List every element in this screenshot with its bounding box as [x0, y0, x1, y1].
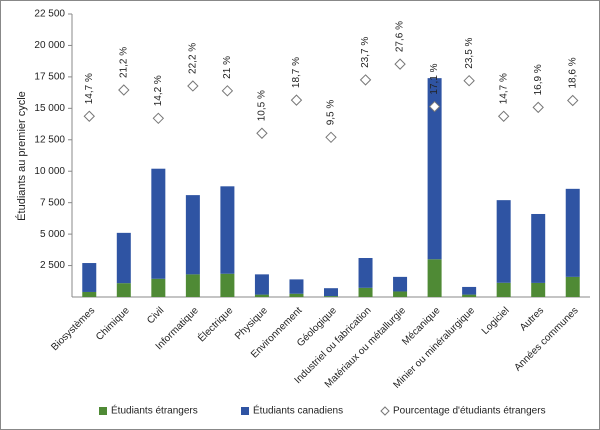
- y-tick-label: 7 500: [40, 197, 65, 208]
- percent-marker: [567, 94, 579, 107]
- bar-segment: [220, 186, 235, 274]
- y-tick-label: 5 000: [40, 229, 65, 240]
- percent-label: 10,5 %: [257, 90, 268, 121]
- legend-swatch: [99, 407, 107, 415]
- percent-label: 14,2 %: [153, 75, 164, 106]
- bar-segment: [324, 296, 338, 297]
- percent-marker: [221, 85, 234, 97]
- y-tick-label: 10 000: [34, 166, 65, 177]
- percent-marker: [256, 127, 268, 139]
- legend-label: Étudiants canadiens: [253, 404, 343, 417]
- bar-segment: [82, 291, 97, 297]
- y-tick-label: 22 500: [34, 9, 65, 20]
- y-tick-label: 15 000: [34, 103, 65, 114]
- percent-label: 18,7 %: [291, 57, 302, 88]
- bar-segment: [393, 291, 408, 297]
- bar-segment: [358, 287, 373, 297]
- percent-label: 17,1 %: [429, 63, 440, 94]
- bar-segment: [289, 293, 304, 297]
- bar-segment: [462, 286, 477, 295]
- bar-segment: [565, 188, 580, 277]
- percent-marker: [325, 131, 337, 144]
- percent-marker: [187, 80, 199, 92]
- bar-segment: [496, 282, 511, 297]
- percent-marker: [83, 110, 95, 122]
- y-tick-label: 17 500: [34, 72, 65, 83]
- percent-label: 14,7 %: [84, 73, 95, 104]
- percent-label: 21,2 %: [118, 47, 129, 78]
- bar-segment: [116, 283, 131, 297]
- bar-segment: [289, 279, 304, 294]
- legend-label: Étudiants étrangers: [111, 404, 198, 417]
- bar-segment: [324, 288, 338, 297]
- percent-marker: [463, 74, 475, 87]
- percent-label: 9,5 %: [326, 100, 337, 126]
- percent-label: 27,6 %: [395, 21, 406, 52]
- percent-marker: [152, 112, 165, 125]
- bar-segment: [496, 200, 511, 283]
- percent-marker: [532, 101, 544, 114]
- percent-label: 23,7 %: [360, 37, 371, 68]
- bar-segment: [393, 276, 408, 292]
- bar-segment: [254, 274, 269, 295]
- percent-label: 16,9 %: [533, 64, 544, 95]
- percent-label: 23,5 %: [464, 37, 475, 68]
- y-tick-label: 12 500: [34, 134, 65, 145]
- y-tick-label: 2 500: [40, 260, 65, 271]
- bar-segment: [151, 168, 166, 279]
- percent-marker: [118, 84, 130, 96]
- legend-swatch: [241, 407, 249, 415]
- bar-segment: [531, 282, 546, 297]
- legend-label: Pourcentage d'étudiants étrangers: [393, 406, 546, 417]
- percent-marker: [290, 94, 303, 106]
- bar-segment: [254, 294, 269, 297]
- bar-segment: [220, 273, 235, 297]
- legend-marker: [380, 406, 390, 416]
- y-tick-label: 20 000: [34, 40, 65, 51]
- y-axis-title: Étudiants au premier cycle: [15, 91, 28, 221]
- bar-segment: [427, 78, 442, 260]
- percent-marker: [428, 100, 441, 113]
- bar-segment: [565, 276, 580, 297]
- bar-segment: [427, 259, 442, 297]
- percent-label: 18,6 %: [567, 57, 578, 88]
- percent-marker: [359, 74, 372, 86]
- percent-label: 22,2 %: [188, 43, 199, 74]
- bar-segment: [531, 213, 546, 283]
- bar-segment: [185, 274, 200, 297]
- bar-segment: [185, 195, 200, 275]
- percent-marker: [394, 58, 406, 70]
- percent-marker: [497, 110, 510, 122]
- bar-segment: [358, 258, 373, 288]
- bar-segment: [462, 294, 477, 297]
- bar-segment: [116, 232, 131, 284]
- bar-segment: [151, 278, 166, 297]
- bar-segment: [82, 263, 97, 292]
- percent-label: 21 %: [222, 56, 233, 79]
- percent-label: 14,7 %: [498, 73, 509, 104]
